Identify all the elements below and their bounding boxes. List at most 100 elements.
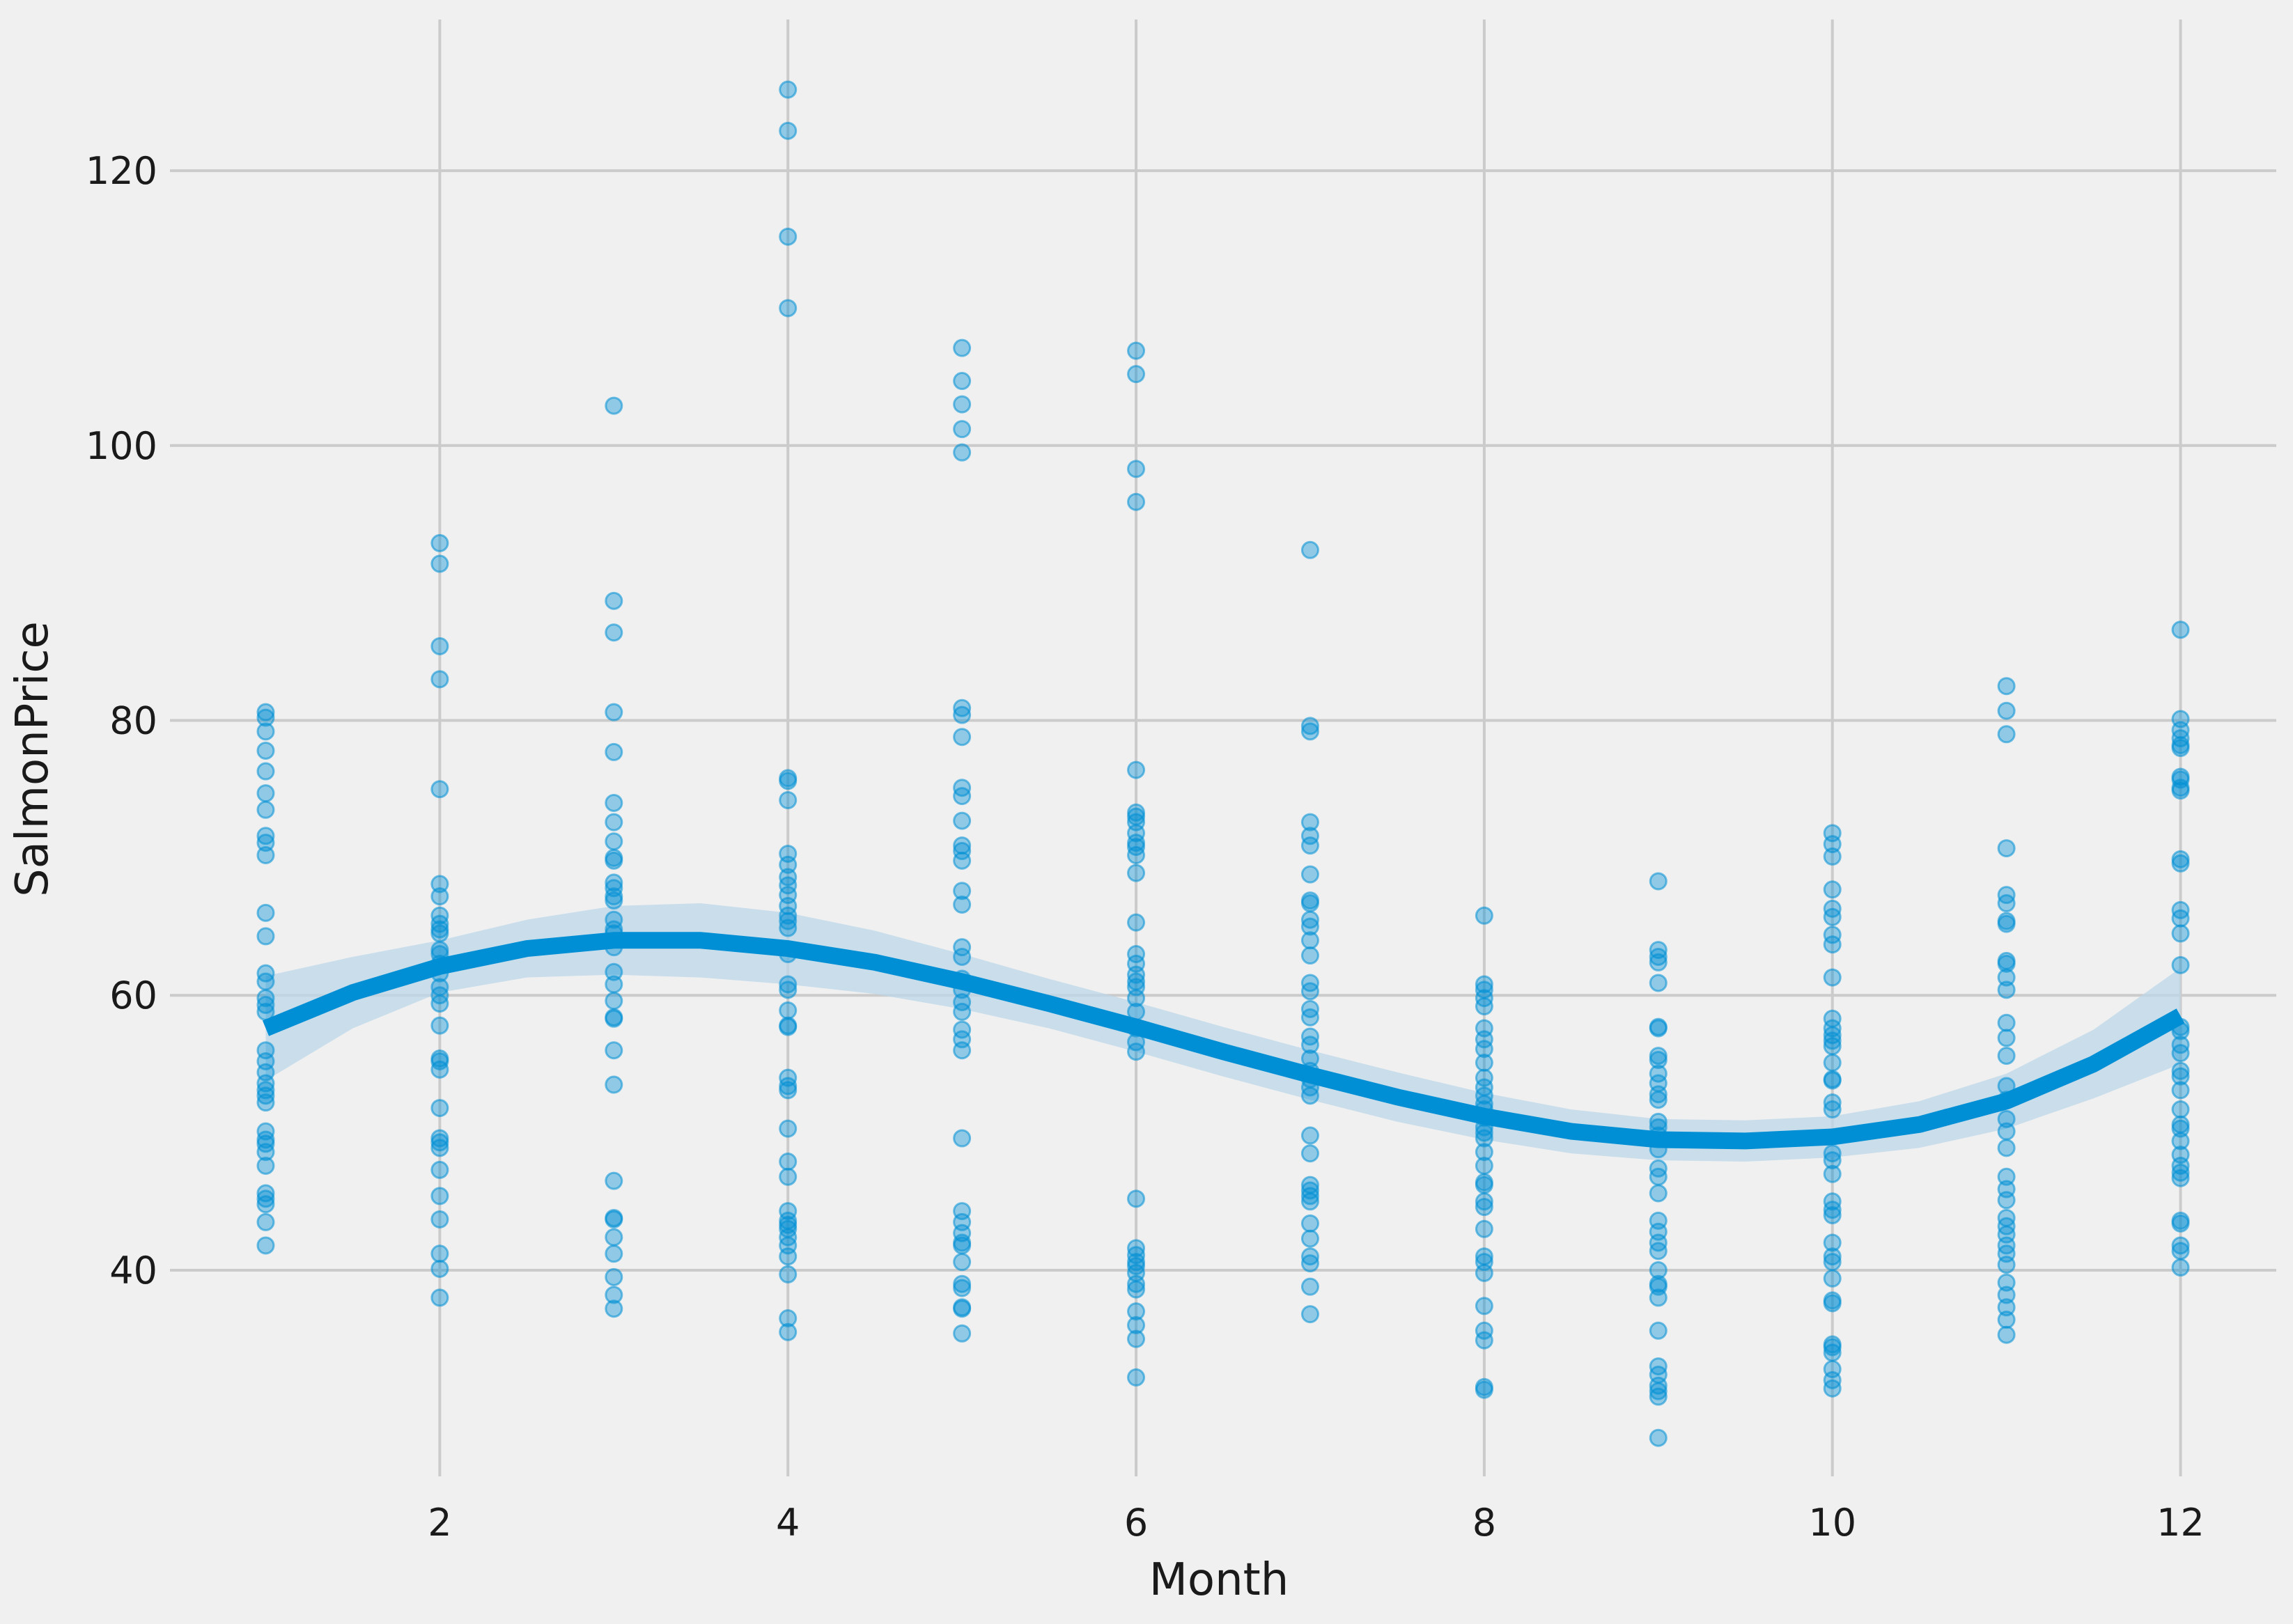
data-point bbox=[779, 868, 798, 887]
data-point bbox=[605, 813, 623, 831]
data-point bbox=[1997, 1029, 2016, 1047]
data-point bbox=[430, 920, 449, 939]
data-point bbox=[1475, 1068, 1493, 1087]
data-point bbox=[1649, 1211, 1668, 1230]
x-tick-label: 4 bbox=[776, 1501, 800, 1545]
data-point bbox=[2171, 900, 2190, 919]
data-point bbox=[1300, 1247, 1319, 1266]
data-point bbox=[1127, 978, 1146, 997]
data-point bbox=[256, 1236, 275, 1255]
data-point bbox=[430, 670, 449, 689]
data-point bbox=[1300, 1144, 1319, 1163]
data-point bbox=[779, 80, 798, 99]
data-point bbox=[1475, 981, 1493, 999]
data-point bbox=[1823, 1253, 1842, 1272]
data-point bbox=[1300, 999, 1319, 1018]
data-point bbox=[953, 895, 972, 914]
data-point bbox=[1127, 913, 1146, 932]
data-point bbox=[605, 1041, 623, 1060]
data-point bbox=[1127, 813, 1146, 831]
data-point bbox=[605, 742, 623, 761]
data-point bbox=[2171, 1211, 2190, 1230]
regression-line bbox=[262, 932, 2185, 1150]
data-point bbox=[2171, 955, 2190, 974]
data-point bbox=[1823, 1144, 1842, 1163]
data-point bbox=[1649, 1321, 1668, 1340]
data-point bbox=[1997, 886, 2016, 905]
data-point bbox=[1997, 981, 2016, 999]
data-point bbox=[256, 703, 275, 721]
data-point bbox=[1823, 1070, 1842, 1088]
data-point bbox=[779, 299, 798, 318]
data-point bbox=[1997, 1273, 2016, 1292]
data-point bbox=[1823, 824, 1842, 843]
data-point bbox=[953, 836, 972, 855]
data-point bbox=[430, 637, 449, 655]
x-tick-label: 6 bbox=[1124, 1501, 1148, 1545]
scatter-points bbox=[256, 80, 2190, 1447]
data-point bbox=[779, 1265, 798, 1283]
data-point bbox=[605, 591, 623, 610]
data-point bbox=[1823, 1151, 1842, 1170]
data-point bbox=[1997, 951, 2016, 970]
data-point bbox=[1823, 880, 1842, 899]
data-point bbox=[1649, 953, 1668, 971]
data-point bbox=[1649, 974, 1668, 992]
data-point bbox=[2171, 1163, 2190, 1182]
data-point bbox=[1649, 1274, 1668, 1293]
data-point bbox=[1300, 1277, 1319, 1296]
data-point bbox=[605, 879, 623, 898]
data-point bbox=[1475, 1053, 1493, 1072]
data-point bbox=[1997, 1208, 2016, 1227]
data-point bbox=[1997, 1122, 2016, 1141]
data-point bbox=[1823, 1031, 1842, 1050]
data-point bbox=[1300, 836, 1319, 855]
data-point bbox=[1823, 1192, 1842, 1211]
y-tick-label: 80 bbox=[109, 699, 157, 743]
data-point bbox=[1300, 974, 1319, 992]
data-point bbox=[1823, 935, 1842, 954]
data-point bbox=[1475, 1156, 1493, 1175]
data-point bbox=[430, 1016, 449, 1035]
confidence-band bbox=[265, 903, 2181, 1162]
data-point bbox=[953, 698, 972, 717]
data-point bbox=[953, 811, 972, 830]
data-point bbox=[1475, 1143, 1493, 1162]
data-point bbox=[953, 338, 972, 357]
data-point bbox=[1823, 1360, 1842, 1379]
data-point bbox=[1649, 947, 1668, 966]
data-point bbox=[605, 793, 623, 812]
data-point bbox=[779, 886, 798, 905]
data-point bbox=[779, 1001, 798, 1020]
data-point bbox=[779, 981, 798, 999]
y-tick-label: 120 bbox=[86, 149, 157, 193]
data-point bbox=[256, 762, 275, 781]
data-point bbox=[779, 906, 798, 925]
data-point bbox=[1649, 941, 1668, 960]
data-point bbox=[1823, 1009, 1842, 1028]
data-point bbox=[605, 1208, 623, 1227]
data-point bbox=[953, 842, 972, 861]
data-point bbox=[256, 827, 275, 845]
data-point bbox=[256, 1041, 275, 1060]
data-point bbox=[953, 395, 972, 414]
data-point bbox=[953, 1002, 972, 1021]
data-point bbox=[605, 1171, 623, 1190]
data-point bbox=[605, 992, 623, 1010]
data-point bbox=[1475, 1253, 1493, 1272]
data-point bbox=[1997, 1325, 2016, 1344]
data-point bbox=[1300, 865, 1319, 884]
data-point bbox=[1823, 1019, 1842, 1038]
data-point bbox=[953, 372, 972, 391]
data-point bbox=[1127, 1368, 1146, 1387]
data-point bbox=[953, 1274, 972, 1293]
data-point bbox=[1475, 906, 1493, 925]
data-point bbox=[2171, 1258, 2190, 1277]
y-axis-label: SalmonPrice bbox=[7, 621, 59, 897]
x-tick-label: 8 bbox=[1472, 1501, 1496, 1545]
data-point bbox=[605, 910, 623, 929]
data-point bbox=[256, 741, 275, 760]
data-point bbox=[256, 989, 275, 1008]
data-point bbox=[1997, 1286, 2016, 1304]
data-point bbox=[2171, 924, 2190, 943]
